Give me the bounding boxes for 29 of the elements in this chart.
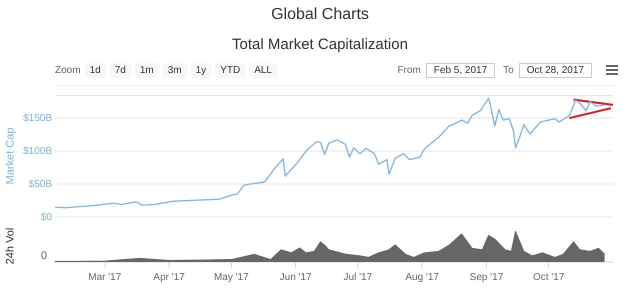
text: Zoom — [55, 64, 81, 76]
x-tick-label: Oct '17 — [533, 272, 565, 283]
y-tick-label: $100B — [23, 146, 52, 157]
text: ALL — [249, 62, 277, 78]
y-tick-label: $50B — [28, 178, 52, 190]
x-tick-label: Apr '17 — [153, 272, 186, 283]
text: YTD — [215, 62, 246, 78]
text: 0 — [40, 250, 47, 262]
text: To — [503, 64, 514, 76]
y-tick-label: $0 — [40, 212, 52, 223]
x-tick-label: Mar '17 — [88, 272, 122, 283]
text: Oct 28, 2017 — [518, 62, 592, 78]
y-axis-title: 24h Vol — [4, 228, 17, 264]
text: 1d — [84, 62, 106, 78]
text: 7d — [110, 62, 131, 78]
x-tick-label: Sep '17 — [470, 272, 504, 283]
text: From — [397, 64, 421, 76]
y-axis-title: Market Cap — [4, 128, 17, 184]
text: 3m — [162, 62, 187, 78]
x-tick-label: May '17 — [214, 272, 250, 283]
text: 1y — [190, 62, 212, 78]
y-tick-label: $150B — [23, 112, 52, 124]
x-tick-label: Aug '17 — [405, 272, 440, 283]
x-tick-label: Jul '17 — [344, 272, 373, 283]
text: Feb 5, 2017 — [426, 62, 496, 78]
text: 1m — [134, 62, 159, 78]
chart-title: Global Charts — [270, 6, 370, 24]
chart-subtitle: Total Market Capitalization — [231, 36, 409, 53]
x-tick-label: Jun '17 — [280, 272, 312, 283]
